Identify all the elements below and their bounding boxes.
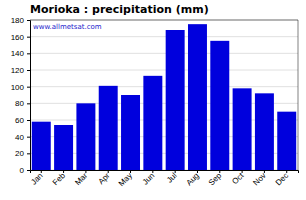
- x-tick-mark: [197, 170, 198, 173]
- x-tick-label: May: [117, 171, 134, 188]
- grid-line: [30, 86, 298, 87]
- x-tick-mark: [175, 170, 176, 173]
- x-tick: Aug: [184, 170, 200, 187]
- title: Morioka : precipitation (mm): [30, 3, 209, 16]
- y-tick: 140: [11, 49, 30, 58]
- x-tick: Sep: [207, 170, 224, 187]
- chart-svg: 020406080100120140160180JanFebMarAprMayJ…: [0, 0, 306, 200]
- y-tick: 100: [11, 83, 30, 92]
- x-tick-label: Apr: [96, 171, 111, 186]
- y-tick: 180: [11, 16, 30, 25]
- frame-top: [30, 20, 298, 21]
- x-tick-label: Jul: [165, 171, 179, 185]
- x-tick-mark: [264, 170, 265, 173]
- x-tick: Jul: [165, 170, 179, 185]
- y-tick-label: 140: [11, 49, 25, 58]
- y-tick: 0: [20, 166, 30, 175]
- y-tick-label: 0: [20, 166, 25, 175]
- y-axis: 0 20 40 60 80 100 120 140 160 180: [11, 16, 31, 175]
- grid: [30, 20, 298, 170]
- watermark: www.allmetsat.com: [33, 23, 102, 31]
- x-tick: Mar: [73, 170, 89, 187]
- frame-right: [298, 20, 299, 170]
- bar: [143, 76, 162, 170]
- bars: [32, 24, 296, 170]
- x-tick-label: Oct: [230, 171, 246, 187]
- chart-container: 020406080100120140160180JanFebMarAprMayJ…: [0, 0, 306, 200]
- bar: [188, 24, 207, 170]
- x-tick-label: Nov: [251, 171, 267, 187]
- y-tick: 160: [11, 33, 30, 42]
- y-tick: 40: [15, 133, 30, 142]
- y-tick-mark: [27, 53, 30, 54]
- bar: [210, 41, 229, 170]
- y-tick-mark: [27, 87, 30, 88]
- y-tick-mark: [27, 70, 30, 71]
- x-tick-mark: [242, 170, 243, 173]
- grid-line: [30, 70, 298, 71]
- bar: [54, 125, 73, 170]
- x-tick-label: Mar: [73, 171, 89, 187]
- y-tick-label: 180: [11, 16, 25, 25]
- x-tick-label: Jun: [141, 171, 156, 186]
- y-tick-mark: [27, 103, 30, 104]
- x-tick-mark: [219, 170, 220, 173]
- x-tick-mark: [41, 170, 42, 173]
- grid-line: [30, 36, 298, 37]
- x-tick-label: Sep: [207, 171, 224, 188]
- x-tick-label: Aug: [184, 171, 200, 187]
- x-tick: Apr: [96, 170, 111, 186]
- x-tick-mark: [130, 170, 131, 173]
- bar: [121, 95, 140, 170]
- x-tick: Jan: [29, 170, 44, 187]
- x-tick: Feb: [51, 170, 68, 187]
- y-tick-label: 120: [11, 66, 25, 75]
- x-tick-label: Jan: [29, 171, 44, 186]
- x-tick: Dec: [274, 170, 290, 187]
- x-axis-line: [31, 171, 299, 174]
- x-tick-label: Feb: [51, 171, 68, 188]
- x-tick: Jun: [141, 170, 156, 187]
- grid-line: [30, 53, 298, 54]
- plot-area: 020406080100120140160180JanFebMarAprMayJ…: [11, 16, 299, 188]
- y-tick-label: 20: [15, 149, 24, 158]
- bar: [255, 93, 274, 170]
- y-tick-mark: [27, 120, 30, 121]
- y-tick-label: 100: [11, 83, 25, 92]
- x-tick-mark: [152, 170, 153, 173]
- y-tick: 80: [15, 99, 30, 108]
- bar: [166, 30, 185, 170]
- y-tick-mark: [27, 170, 30, 171]
- y-tick-label: 40: [15, 133, 24, 142]
- x-tick-mark: [63, 170, 64, 173]
- x-tick-mark: [85, 170, 86, 173]
- y-axis-line: [27, 21, 31, 171]
- bar: [233, 88, 252, 170]
- y-tick: 60: [15, 116, 30, 125]
- y-tick-mark: [27, 37, 30, 38]
- y-tick-mark: [27, 20, 30, 21]
- bar: [76, 103, 95, 170]
- x-tick: Oct: [230, 170, 246, 186]
- x-tick: Nov: [251, 170, 267, 187]
- y-tick-mark: [27, 137, 30, 138]
- y-tick-label: 160: [11, 33, 25, 42]
- y-tick-label: 60: [15, 116, 24, 125]
- x-tick-label: Dec: [274, 171, 290, 187]
- bar: [277, 112, 296, 170]
- bar: [32, 122, 51, 170]
- bar: [99, 86, 118, 170]
- x-tick-mark: [286, 170, 287, 173]
- y-tick: 20: [15, 149, 30, 158]
- y-tick-mark: [27, 153, 30, 154]
- x-tick-mark: [108, 170, 109, 173]
- x-tick: May: [117, 170, 134, 188]
- x-axis: Jan Feb Mar Apr May Jun Jul Aug Sep Oct Nov Dec: [29, 170, 298, 188]
- y-tick-label: 80: [15, 99, 24, 108]
- y-tick: 120: [11, 66, 30, 75]
- grid-line: [30, 20, 298, 21]
